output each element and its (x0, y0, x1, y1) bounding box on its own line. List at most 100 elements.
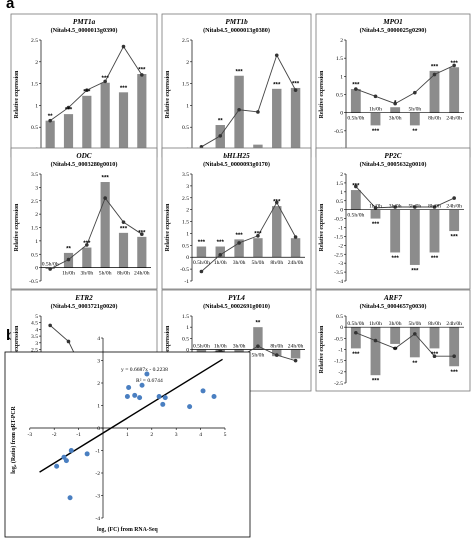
scatter-x-tick-label: 3 (175, 432, 178, 438)
significance-label: ** (412, 128, 417, 135)
scatter-x-tick-label: 2 (150, 432, 153, 438)
y-tick-label: -0.5 (29, 279, 38, 285)
line-point (103, 196, 107, 200)
y-tick-label: 4 (35, 327, 38, 333)
y-tick-label: 3 (35, 185, 38, 191)
y-tick-label: 1.5 (31, 226, 38, 232)
y-tick-label: -1 (338, 226, 343, 232)
chart-subtitle: (Nitab4.5_0004657g0030) (360, 303, 427, 310)
significance-label: *** (431, 255, 439, 262)
significance-label: *** (217, 239, 225, 246)
y-axis-label: Relative expression (165, 70, 171, 118)
bar (390, 107, 401, 113)
line-point (452, 354, 456, 359)
chart-title: PMT1b (225, 18, 248, 26)
significance-label: *** (102, 175, 110, 182)
scatter-x-tick-label: -3 (27, 432, 32, 438)
y-axis-label: Relative expression (319, 325, 325, 373)
y-tick-label: -0.5 (334, 336, 343, 342)
chart-subtitle: (Nitab4.5_0003280g0010) (51, 161, 118, 168)
significance-label: *** (235, 68, 243, 75)
line-point (413, 205, 417, 209)
significance-label: *** (372, 378, 380, 385)
scatter-y-tick-label: -2 (95, 471, 100, 477)
bar (290, 349, 301, 359)
y-tick-label: 3 (186, 184, 189, 190)
scatter-point (126, 385, 132, 390)
significance-label: *** (120, 225, 128, 232)
y-tick-label: 1 (35, 103, 38, 109)
bar (290, 87, 301, 149)
y-tick-label: 1 (186, 231, 189, 237)
significance-label: *** (451, 369, 459, 376)
category-label: 24h/0h (288, 260, 304, 266)
y-tick-label: 3.5 (182, 172, 189, 178)
significance-label: ** (256, 320, 261, 327)
significance-label: * (394, 100, 397, 107)
bar (253, 327, 263, 350)
y-tick-label: 1 (35, 239, 38, 245)
category-label: 8h/0h (428, 321, 441, 327)
scatter-point (84, 451, 90, 457)
bar (100, 182, 110, 268)
line-series (355, 186, 455, 209)
chart-subtitle: (Nitab4.5_0005632g0010) (360, 161, 427, 168)
y-tick-label: -1 (338, 348, 343, 354)
scatter-point (162, 395, 168, 401)
trendline-equation: y = 0.6687x - 0.2238 (121, 367, 168, 373)
line-point (293, 358, 298, 363)
bar (370, 327, 381, 376)
scatter-point (67, 495, 73, 501)
significance-label: *** (198, 239, 206, 246)
line-series (49, 45, 143, 122)
chart-subtitle: (Nitab4.5_0000013g0390) (51, 27, 118, 34)
y-tick-label: 1.5 (182, 314, 189, 320)
category-label: 24h/0h (446, 321, 462, 327)
bar (234, 349, 244, 353)
scatter-point (156, 394, 162, 399)
y-tick-label: 1.5 (31, 82, 38, 88)
bar (350, 190, 361, 210)
significance-label: *** (83, 88, 91, 95)
category-label: 3h/0h (233, 344, 246, 350)
bar (449, 327, 460, 367)
line-point (274, 353, 279, 357)
bar (100, 82, 110, 149)
line-point (140, 73, 144, 77)
y-tick-label: 3.5 (31, 334, 38, 340)
bar (215, 246, 225, 258)
significance-label: *** (254, 231, 262, 238)
significance-label: *** (65, 107, 73, 114)
y-tick-label: 1 (340, 190, 343, 196)
category-label: 1h/0h (214, 260, 227, 266)
y-tick-label: 0 (186, 255, 189, 261)
line-point (274, 200, 279, 205)
y-tick-label: 2 (186, 208, 189, 214)
line-series (201, 201, 296, 272)
line-point (413, 332, 417, 336)
category-label: 3h/0h (389, 116, 402, 122)
line-point (274, 53, 279, 58)
bar (234, 239, 244, 258)
y-tick-label: 0 (340, 111, 343, 117)
scatter-plot: -3 -2 -1 1 2 3 4 5 -4 -3 -2 -1 0 1 2 3 4 y = 0.6687x - 0.… (4, 336, 251, 538)
chart-panel-pmt1b: PMT1b(Nitab4.5_0000013g0380) Relative exp… (161, 13, 312, 158)
scatter-y-tick-label: -1 (95, 449, 100, 455)
significance-label: *** (451, 234, 459, 241)
scatter-y-axis-label: log₂ (Ratio) from qRT-PCR (10, 405, 17, 473)
bar (118, 232, 129, 268)
line-point (354, 184, 358, 189)
category-label: 0.5h/0h (193, 260, 210, 266)
significance-label: *** (138, 67, 146, 74)
y-tick-label: -2 (338, 243, 343, 249)
panel-a-label: a (6, 0, 15, 12)
line-point (237, 241, 241, 245)
scatter-y-tick-label: 1 (97, 404, 100, 410)
significance-label: ** (48, 113, 53, 120)
category-label: 8h/0h (428, 204, 441, 210)
bar (82, 95, 92, 149)
panel-b-label: b (6, 327, 16, 344)
line-point (432, 205, 437, 209)
y-tick-label: 0 (340, 325, 343, 331)
chart-panel-mpo1: MPO1(Nitab4.5_0000025g0290) Relative expr… (315, 13, 471, 158)
